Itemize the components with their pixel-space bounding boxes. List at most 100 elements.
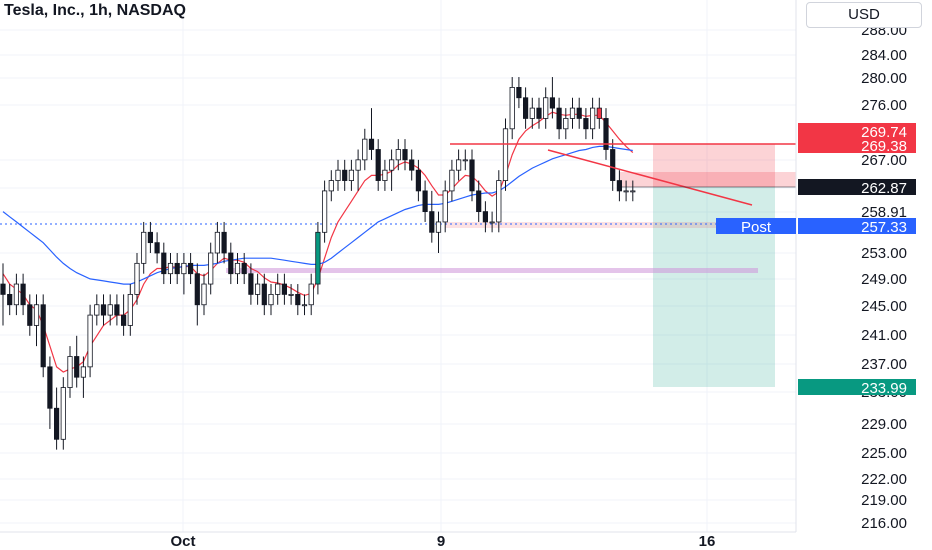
price-tag-value: 262.87 <box>861 180 907 197</box>
price-tick-6: 258.91 <box>861 204 907 221</box>
price-tag-bg <box>798 218 916 234</box>
candle-43 <box>288 284 294 305</box>
candle-75 <box>502 118 509 191</box>
descending-trendline[interactable] <box>547 149 753 206</box>
candle-33 <box>221 221 227 264</box>
time-label-1: 9 <box>437 533 445 550</box>
price-tag-bg <box>798 379 916 395</box>
candle-74 <box>496 170 502 233</box>
chart-drawings[interactable] <box>0 144 796 387</box>
candle-41 <box>275 273 281 305</box>
candle-5 <box>33 294 40 347</box>
candle-57 <box>382 159 388 191</box>
candle-35 <box>234 253 241 285</box>
candle-2 <box>13 273 19 316</box>
trendlines[interactable] <box>450 143 796 206</box>
candle-90 <box>603 108 609 160</box>
price-tag-bg <box>798 123 916 139</box>
candle-11 <box>74 335 80 388</box>
post-badge <box>716 218 796 234</box>
candle-9 <box>60 377 66 450</box>
candlesticks <box>0 77 636 450</box>
candle-87 <box>583 108 589 140</box>
candle-54 <box>362 128 368 171</box>
price-tick-4: 267.00 <box>861 152 907 169</box>
candle-25 <box>167 253 174 285</box>
candle-94 <box>630 180 636 202</box>
candle-46 <box>308 273 314 316</box>
purple-support-line[interactable] <box>226 268 758 273</box>
candle-37 <box>248 263 254 305</box>
price-tag-value: 269.74 <box>861 124 907 141</box>
candle-64 <box>429 190 435 243</box>
candle-66 <box>442 180 448 233</box>
candle-86 <box>576 97 582 129</box>
currency-selector[interactable]: USD <box>806 2 922 28</box>
candle-70 <box>469 149 475 202</box>
candle-62 <box>415 159 422 202</box>
candle-80 <box>536 97 542 129</box>
candle-22 <box>147 221 153 253</box>
candle-83 <box>556 97 562 140</box>
price-tick-16: 219.00 <box>861 492 907 509</box>
candle-53 <box>355 149 361 191</box>
candle-29 <box>194 263 200 326</box>
candle-23 <box>154 232 160 264</box>
candle-72 <box>482 201 489 233</box>
candle-55 <box>368 108 375 160</box>
candle-47 <box>315 221 321 295</box>
risk-zone[interactable] <box>653 144 775 187</box>
candle-89 <box>596 97 602 129</box>
candle-58 <box>388 149 395 191</box>
entry-zone[interactable] <box>620 172 796 187</box>
candle-7 <box>47 356 53 429</box>
candle-92 <box>616 170 623 202</box>
candle-6 <box>40 294 46 378</box>
price-tag-take-profit: 233.99 <box>798 379 916 397</box>
candle-84 <box>563 108 569 140</box>
price-tag-last-price: 257.33 Post <box>716 218 916 236</box>
candle-19 <box>127 284 133 336</box>
support-zone[interactable] <box>445 222 796 228</box>
candle-42 <box>281 273 288 305</box>
price-tick-3: 276.00 <box>861 97 907 114</box>
post-label: Post <box>741 219 772 236</box>
candle-27 <box>181 253 187 295</box>
candle-18 <box>121 294 127 336</box>
candle-77 <box>516 77 522 109</box>
price-tick-11: 237.00 <box>861 356 907 373</box>
candle-13 <box>87 304 93 378</box>
candle-30 <box>201 273 207 316</box>
candle-34 <box>228 242 234 285</box>
candle-93 <box>623 180 629 202</box>
price-tick-14: 225.00 <box>861 445 907 462</box>
price-tick-7: 253.00 <box>861 245 907 262</box>
reward-zone[interactable] <box>653 187 775 387</box>
candle-65 <box>435 211 442 253</box>
price-tag-entry: 262.87 <box>798 179 916 197</box>
price-tag-bg <box>798 179 916 195</box>
price-tick-8: 249.00 <box>861 271 907 288</box>
price-tick-2: 280.00 <box>861 70 907 87</box>
price-tick-17: 216.00 <box>861 515 907 532</box>
candle-0 <box>0 263 6 326</box>
candle-79 <box>529 97 535 129</box>
chart-grid <box>0 0 796 532</box>
price-axis[interactable] <box>796 0 932 550</box>
candle-49 <box>328 170 334 202</box>
price-tag-value: 269.38 <box>861 138 907 155</box>
candle-3 <box>20 273 26 316</box>
price-tag-target-upper: 269.74 <box>798 123 916 141</box>
candle-16 <box>107 294 113 326</box>
price-tag-bg <box>798 137 916 153</box>
candle-15 <box>100 294 107 326</box>
candle-68 <box>455 149 462 181</box>
candle-60 <box>402 139 408 171</box>
candle-39 <box>261 273 267 316</box>
candle-63 <box>422 180 428 222</box>
candle-59 <box>395 139 401 171</box>
candle-28 <box>187 253 194 285</box>
candle-14 <box>94 294 100 326</box>
